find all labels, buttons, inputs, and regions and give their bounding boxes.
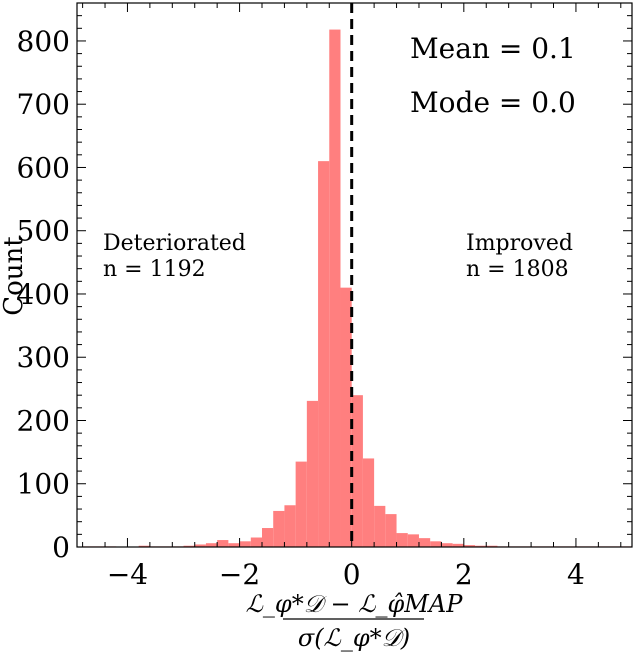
histogram-bar: [250, 537, 262, 547]
y-tick-label: 700: [17, 88, 70, 121]
histogram-bar: [194, 544, 206, 547]
histogram-bar: [396, 533, 408, 547]
mean-annotation: Mean = 0.1: [410, 32, 576, 65]
x-tick-label: −2: [219, 558, 260, 591]
histogram-bar: [138, 545, 150, 547]
histogram-bar: [273, 510, 285, 547]
histogram-bar: [239, 541, 251, 547]
histogram-bar: [486, 545, 498, 547]
histogram-bar: [329, 29, 341, 547]
x-tick-label: 2: [455, 558, 473, 591]
x-axis-label: ℒ_φ*𝒟 − ℒ_φ̂MAP σ(ℒ_φ*𝒟): [246, 590, 464, 652]
histogram-bar: [205, 543, 218, 547]
x-tick-label: 4: [567, 558, 585, 591]
plot-frame: [76, 2, 633, 548]
y-axis-label: Count: [0, 236, 29, 316]
histogram-bar: [430, 541, 442, 547]
x-axis-label-numerator: ℒ_φ*𝒟 − ℒ_φ̂MAP: [246, 590, 464, 618]
deteriorated-label: Deteriorated: [103, 231, 246, 256]
improved-count: n = 1808: [466, 257, 569, 282]
histogram-bar: [385, 514, 397, 547]
histogram-bar: [284, 505, 296, 547]
histogram-bar: [441, 543, 453, 547]
y-tick-label: 300: [17, 341, 70, 374]
histogram-bar: [407, 534, 419, 547]
histogram-bar: [463, 545, 476, 547]
histogram-bar: [306, 400, 319, 547]
histogram-bar: [340, 287, 352, 547]
y-tick-label: 500: [17, 215, 70, 248]
y-tick-label: 100: [17, 468, 70, 501]
histogram-bar: [217, 540, 229, 547]
histogram-bar: [228, 543, 240, 547]
histogram-bar: [262, 528, 274, 547]
y-tick-label: 600: [17, 151, 70, 184]
y-tick-label: 800: [17, 25, 70, 58]
histogram-bar: [452, 543, 464, 547]
axis-tick-labels: −4 −2 0 2 4 0 100 200 300 400 500 600 700 800: [17, 25, 585, 591]
axis-ticks: [77, 3, 632, 548]
histogram-bar: [351, 395, 363, 547]
mode-annotation: Mode = 0.0: [410, 86, 576, 119]
histogram-bar: [475, 545, 487, 547]
deteriorated-count: n = 1192: [103, 257, 206, 282]
histogram-bar: [183, 545, 195, 547]
x-axis-label-denominator: σ(ℒ_φ*𝒟): [298, 624, 410, 652]
x-tick-label: −4: [107, 558, 148, 591]
histogram-bar: [362, 458, 375, 547]
histogram-bar: [318, 161, 330, 548]
x-tick-label: 0: [343, 558, 361, 591]
histogram-bar: [374, 505, 386, 547]
y-tick-label: 400: [17, 278, 70, 311]
y-tick-label: 200: [17, 404, 70, 437]
improved-label: Improved: [466, 231, 573, 256]
histogram-bar: [295, 461, 307, 547]
y-tick-label: 0: [52, 531, 70, 564]
histogram-bar: [418, 538, 431, 547]
